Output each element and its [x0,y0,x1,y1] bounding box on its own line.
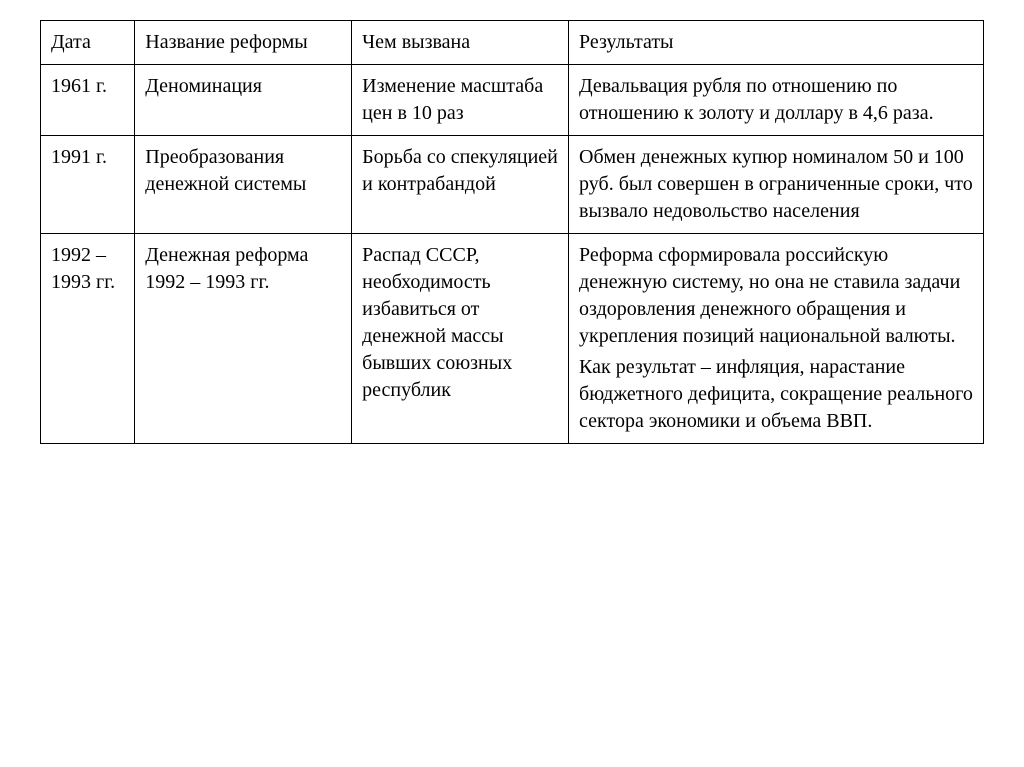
result-paragraph: Девальвация рубля по отношению по отноше… [579,73,973,127]
header-date: Дата [41,21,135,65]
cell-name: Денежная реформа 1992 – 1993 гг. [135,234,352,444]
header-cause: Чем вызвана [352,21,569,65]
result-paragraph: Реформа сформировала российскую денежную… [579,242,973,350]
result-paragraph: Как результат – инфляция, нарастание бюд… [579,354,973,435]
cell-cause: Изменение масштаба цен в 10 раз [352,65,569,136]
cell-date: 1991 г. [41,136,135,234]
header-result: Результаты [569,21,984,65]
cell-date: 1961 г. [41,65,135,136]
table-header-row: Дата Название реформы Чем вызвана Резуль… [41,21,984,65]
cell-cause: Борьба со спекуляцией и контрабандой [352,136,569,234]
table-row: 1991 г. Преобразования денежной системы … [41,136,984,234]
cell-cause: Распад СССР, необходимость избавиться от… [352,234,569,444]
header-name: Название реформы [135,21,352,65]
result-paragraph: Обмен денежных купюр номиналом 50 и 100 … [579,144,973,225]
table-row: 1961 г. Деноминация Изменение масштаба ц… [41,65,984,136]
cell-result: Обмен денежных купюр номиналом 50 и 100 … [569,136,984,234]
cell-date: 1992 – 1993 гг. [41,234,135,444]
reforms-table: Дата Название реформы Чем вызвана Резуль… [40,20,984,444]
cell-result: Девальвация рубля по отношению по отноше… [569,65,984,136]
cell-result: Реформа сформировала российскую денежную… [569,234,984,444]
table-row: 1992 – 1993 гг. Денежная реформа 1992 – … [41,234,984,444]
cell-name: Деноминация [135,65,352,136]
cell-name: Преобразования денежной системы [135,136,352,234]
